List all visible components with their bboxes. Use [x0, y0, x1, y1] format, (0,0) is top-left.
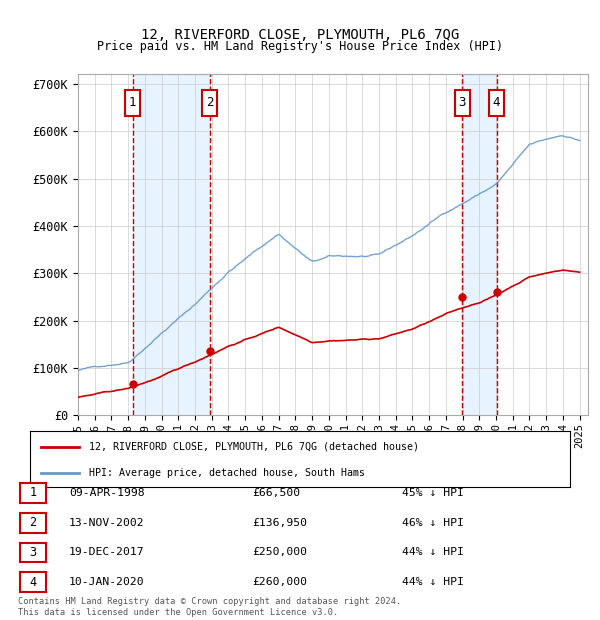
- Text: HPI: Average price, detached house, South Hams: HPI: Average price, detached house, Sout…: [89, 467, 365, 478]
- Bar: [455, 89, 470, 116]
- Text: Contains HM Land Registry data © Crown copyright and database right 2024.
This d: Contains HM Land Registry data © Crown c…: [18, 598, 401, 617]
- Text: 44% ↓ HPI: 44% ↓ HPI: [402, 547, 464, 557]
- Text: 19-DEC-2017: 19-DEC-2017: [69, 547, 145, 557]
- Text: 10-JAN-2020: 10-JAN-2020: [69, 577, 145, 587]
- Text: £66,500: £66,500: [252, 488, 300, 498]
- Text: £260,000: £260,000: [252, 577, 307, 587]
- Text: 4: 4: [29, 576, 37, 588]
- Bar: [202, 89, 217, 116]
- Text: 1: 1: [29, 487, 37, 499]
- Text: 4: 4: [493, 96, 500, 109]
- Text: 45% ↓ HPI: 45% ↓ HPI: [402, 488, 464, 498]
- Text: 3: 3: [458, 96, 466, 109]
- Text: 13-NOV-2002: 13-NOV-2002: [69, 518, 145, 528]
- Text: 09-APR-1998: 09-APR-1998: [69, 488, 145, 498]
- Text: 2: 2: [29, 516, 37, 529]
- Text: 3: 3: [29, 546, 37, 559]
- Bar: [489, 89, 504, 116]
- Text: 1: 1: [129, 96, 136, 109]
- Bar: [133, 74, 209, 415]
- Text: 2: 2: [206, 96, 214, 109]
- Bar: [462, 74, 497, 415]
- Text: 44% ↓ HPI: 44% ↓ HPI: [402, 577, 464, 587]
- Bar: [125, 89, 140, 116]
- Text: 46% ↓ HPI: 46% ↓ HPI: [402, 518, 464, 528]
- Text: £136,950: £136,950: [252, 518, 307, 528]
- Text: 12, RIVERFORD CLOSE, PLYMOUTH, PL6 7QG (detached house): 12, RIVERFORD CLOSE, PLYMOUTH, PL6 7QG (…: [89, 441, 419, 451]
- Text: Price paid vs. HM Land Registry's House Price Index (HPI): Price paid vs. HM Land Registry's House …: [97, 40, 503, 53]
- Text: 12, RIVERFORD CLOSE, PLYMOUTH, PL6 7QG: 12, RIVERFORD CLOSE, PLYMOUTH, PL6 7QG: [141, 28, 459, 42]
- Text: £250,000: £250,000: [252, 547, 307, 557]
